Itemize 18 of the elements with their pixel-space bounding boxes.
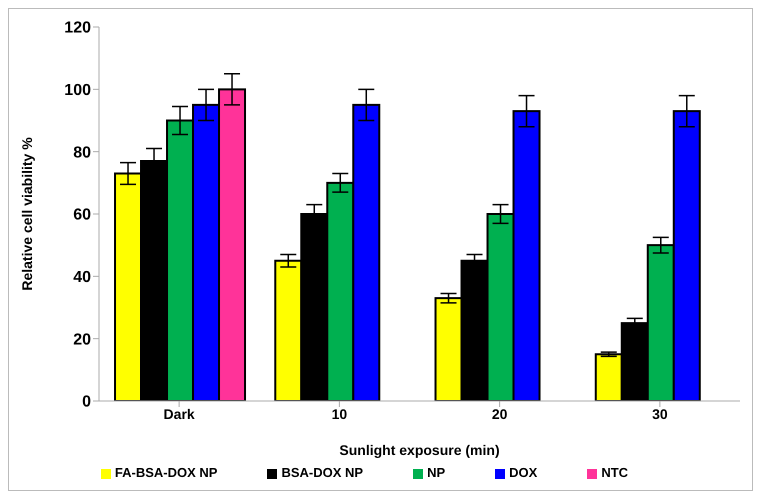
legend-label: NTC	[601, 465, 628, 480]
y-tick-label: 20	[73, 331, 92, 348]
y-tick-label: 60	[73, 206, 92, 224]
legend-label: FA-BSA-DOX NP	[114, 465, 218, 480]
y-tick-label: 100	[64, 82, 92, 100]
legend-label: BSA-DOX NP	[281, 465, 364, 480]
x-tick-label: 10	[332, 406, 348, 422]
x-axis-title: Sunlight exposure (min)	[339, 442, 500, 458]
x-tick-label: 30	[652, 406, 668, 422]
y-tick-label: 80	[73, 144, 92, 162]
legend-label: NP	[427, 465, 446, 480]
y-tick-label: 120	[64, 20, 92, 37]
y-tick-label: 40	[73, 269, 92, 286]
legend-label: DOX	[509, 465, 538, 480]
y-tick-label: 0	[82, 394, 92, 411]
x-tick-label: 20	[492, 406, 508, 422]
x-tick-label: Dark	[164, 406, 195, 422]
y-axis-title: Relative cell viability %	[18, 136, 35, 291]
